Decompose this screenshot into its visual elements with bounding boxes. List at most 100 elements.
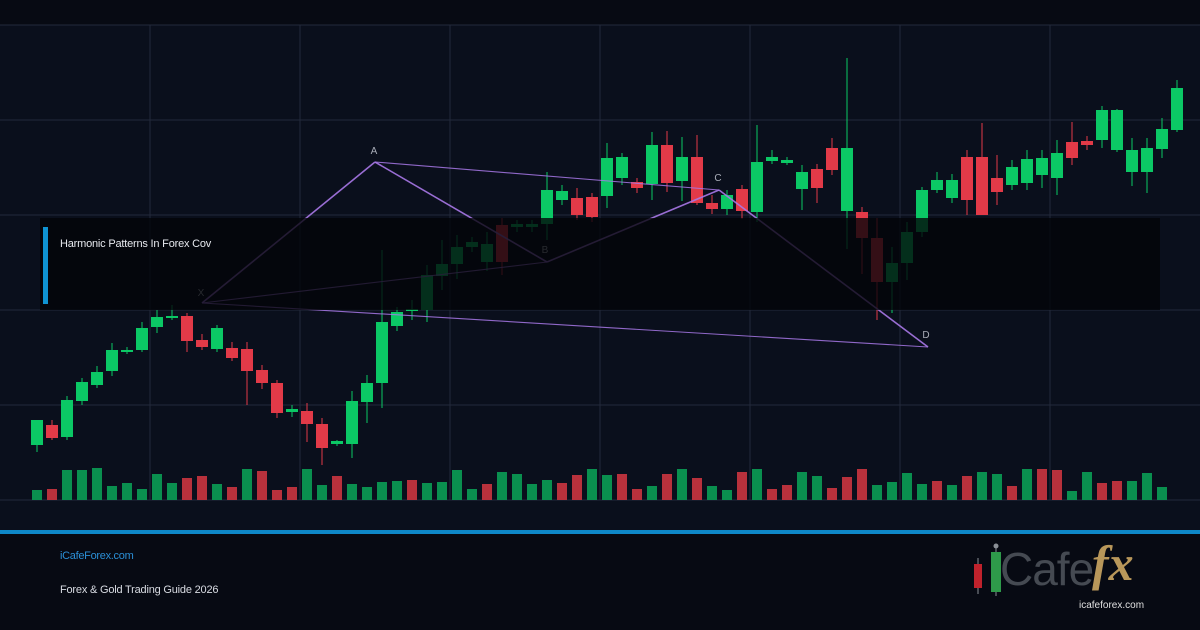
candle-body bbox=[1126, 150, 1138, 172]
candle-body bbox=[166, 316, 178, 318]
candle-body bbox=[1156, 129, 1168, 149]
volume-bar bbox=[617, 474, 627, 500]
candle-body bbox=[301, 411, 313, 424]
volume-bar bbox=[542, 480, 552, 500]
volume-bar bbox=[1022, 469, 1032, 500]
volume-bar bbox=[992, 474, 1002, 500]
candle-body bbox=[1066, 142, 1078, 158]
candle-body bbox=[226, 348, 238, 358]
volume-bar bbox=[602, 475, 612, 500]
title-overlay bbox=[40, 218, 1160, 310]
volume-bar bbox=[812, 476, 822, 500]
logo-url: icafeforex.com bbox=[1079, 600, 1145, 611]
footer-site-link[interactable]: iCafeForex.com bbox=[60, 550, 134, 562]
volume-bar bbox=[752, 469, 762, 500]
candle-body bbox=[931, 180, 943, 190]
volume-bar bbox=[62, 470, 72, 500]
volume-bar bbox=[1067, 491, 1077, 500]
candle-body bbox=[76, 382, 88, 401]
volume-bar bbox=[482, 484, 492, 500]
pattern-point-D: D bbox=[922, 330, 929, 341]
volume-bar bbox=[467, 489, 477, 500]
candle-body bbox=[196, 340, 208, 347]
volume-bar bbox=[827, 488, 837, 500]
candle-body bbox=[766, 157, 778, 161]
volume-bar bbox=[362, 487, 372, 500]
logo-word: Cafe bbox=[1000, 543, 1094, 595]
volume-bar bbox=[197, 476, 207, 500]
candle-body bbox=[136, 328, 148, 350]
pattern-point-C: C bbox=[714, 173, 721, 184]
volume-bar bbox=[797, 472, 807, 500]
volume-bar bbox=[287, 487, 297, 500]
candle-body bbox=[616, 157, 628, 178]
volume-bar bbox=[527, 484, 537, 500]
volume-bar bbox=[932, 481, 942, 500]
volume-bar bbox=[722, 490, 732, 500]
volume-bar bbox=[632, 489, 642, 500]
candle-body bbox=[211, 328, 223, 349]
volume-bar bbox=[227, 487, 237, 500]
candle-body bbox=[961, 157, 973, 200]
volume-bar bbox=[902, 473, 912, 500]
candle-body bbox=[1021, 159, 1033, 183]
volume-bar bbox=[677, 469, 687, 500]
title-accent-bar bbox=[43, 227, 48, 304]
candle-body bbox=[586, 197, 598, 217]
volume-bar bbox=[767, 489, 777, 500]
candle-body bbox=[316, 424, 328, 448]
candle-body bbox=[661, 145, 673, 183]
volume-bar bbox=[407, 480, 417, 500]
volume-bar bbox=[1037, 469, 1047, 500]
volume-bar bbox=[182, 478, 192, 500]
volume-bar bbox=[1097, 483, 1107, 500]
volume-bar bbox=[452, 470, 462, 500]
candle-body bbox=[91, 372, 103, 385]
volume-bar bbox=[557, 483, 567, 500]
volume-bar bbox=[872, 485, 882, 500]
candle-body bbox=[31, 420, 43, 445]
volume-bar bbox=[47, 489, 57, 500]
candle-body bbox=[751, 162, 763, 212]
candle-body bbox=[1171, 88, 1183, 130]
volume-bar bbox=[1142, 473, 1152, 500]
candle-body bbox=[976, 157, 988, 215]
volume-bar bbox=[1082, 472, 1092, 500]
candle-body bbox=[1081, 141, 1093, 145]
candle-body bbox=[556, 191, 568, 200]
pattern-point-A: A bbox=[371, 146, 378, 157]
candle-body bbox=[331, 441, 343, 444]
candle-body bbox=[256, 370, 268, 383]
page-title: Harmonic Patterns In Forex Cov bbox=[60, 238, 212, 250]
volume-bar bbox=[572, 475, 582, 500]
volume-bar bbox=[122, 483, 132, 500]
volume-bar bbox=[347, 484, 357, 500]
candle-body bbox=[721, 195, 733, 209]
candle-body bbox=[811, 169, 823, 188]
volume-bar bbox=[257, 471, 267, 500]
volume-bar bbox=[737, 472, 747, 500]
volume-bar bbox=[962, 476, 972, 500]
volume-bar bbox=[32, 490, 42, 500]
candle-body bbox=[571, 198, 583, 215]
volume-bar bbox=[422, 483, 432, 500]
volume-bar bbox=[317, 485, 327, 500]
candle-body bbox=[601, 158, 613, 196]
volume-bars bbox=[32, 468, 1167, 500]
volume-bar bbox=[947, 485, 957, 500]
brand-logo: Cafe fx icafeforex.com bbox=[960, 535, 1180, 618]
candle-body bbox=[346, 401, 358, 444]
candle-body bbox=[1096, 110, 1108, 140]
candle-body bbox=[376, 322, 388, 383]
volume-bar bbox=[152, 474, 162, 500]
footer-divider bbox=[0, 530, 1200, 534]
candle-body bbox=[1111, 110, 1123, 150]
candle-body bbox=[121, 350, 133, 352]
volume-bar bbox=[1112, 481, 1122, 500]
candle-body bbox=[1006, 167, 1018, 185]
volume-bar bbox=[437, 482, 447, 500]
volume-bar bbox=[1157, 487, 1167, 500]
candle-body bbox=[1036, 158, 1048, 175]
volume-bar bbox=[92, 468, 102, 500]
volume-bar bbox=[917, 484, 927, 500]
